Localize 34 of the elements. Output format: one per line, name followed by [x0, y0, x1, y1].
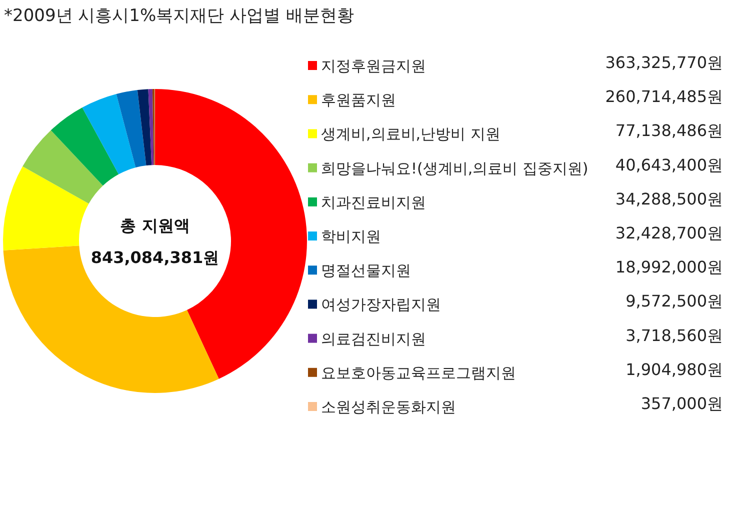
donut-slice [148, 89, 154, 166]
legend-label: 의료검진비지원 [321, 330, 426, 348]
data-label: 260,714,485원 [605, 87, 723, 106]
donut-slice [3, 166, 89, 250]
data-label: 34,288,500원 [615, 189, 723, 208]
data-label: 77,138,486원 [615, 121, 723, 140]
donut-slice [152, 89, 155, 166]
legend-label: 학비지원 [321, 228, 381, 246]
text: 843,084,381원 [90, 248, 220, 267]
legend-label: 소원성취운동화지원 [321, 398, 456, 416]
data-label: 3,718,560원 [626, 326, 723, 345]
data-label: 1,904,980원 [626, 360, 723, 379]
data-label: 363,325,770원 [605, 53, 723, 72]
chart-title: *2009년 시흥시1%복지재단 사업별 배분현황 [4, 6, 354, 26]
legend-label: 지정후원금지원 [321, 57, 426, 75]
donut-slice [82, 94, 136, 174]
legend-label: 치과진료비지원 [321, 193, 426, 212]
legend-label: 요보호아동교육프로그램지원 [321, 364, 516, 382]
donut-slice [137, 89, 152, 166]
text: 총 지원액 [120, 216, 190, 235]
donut-slice [22, 130, 103, 204]
data-label: 18,992,000원 [615, 258, 723, 277]
donut-slice [50, 108, 119, 186]
data-label: 32,428,700원 [615, 224, 723, 242]
legend-label: 생계비,의료비,난방비 지원 [321, 125, 500, 144]
donut-slice [116, 90, 146, 168]
legend-label: 희망을나눠요!(생계비,의료비 집중지원) [321, 159, 588, 178]
data-label: 357,000원 [640, 394, 723, 413]
data-label: 40,643,400원 [615, 155, 723, 174]
donut-slice [3, 246, 219, 393]
legend-label: 여성가장자립지원 [321, 296, 441, 314]
data-label: 9,572,500원 [626, 292, 723, 311]
legend-label: 후원품지원 [321, 91, 396, 110]
legend-label: 명절선물지원 [321, 262, 411, 280]
